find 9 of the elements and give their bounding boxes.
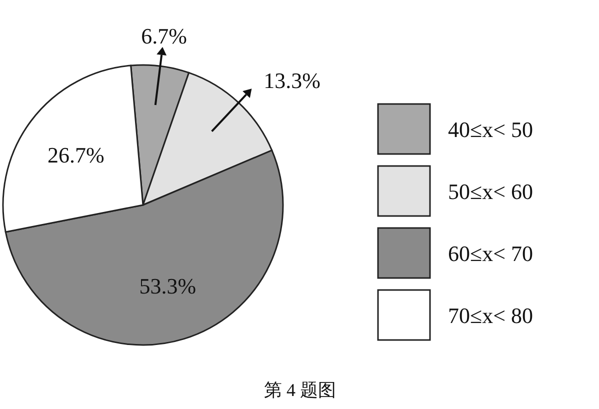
legend-label: 40≤x< 50 [448, 117, 533, 142]
data-label: 6.7% [141, 23, 187, 48]
text: 第 4 题图 [264, 380, 336, 400]
legend-label: 50≤x< 60 [448, 179, 533, 204]
legend-label: 70≤x< 80 [448, 303, 533, 328]
data-label: 53.3% [139, 273, 196, 298]
data-label: 13.3% [264, 68, 320, 94]
data-label: 26.7% [47, 142, 104, 168]
legend-label: 60≤x< 70 [448, 241, 533, 266]
